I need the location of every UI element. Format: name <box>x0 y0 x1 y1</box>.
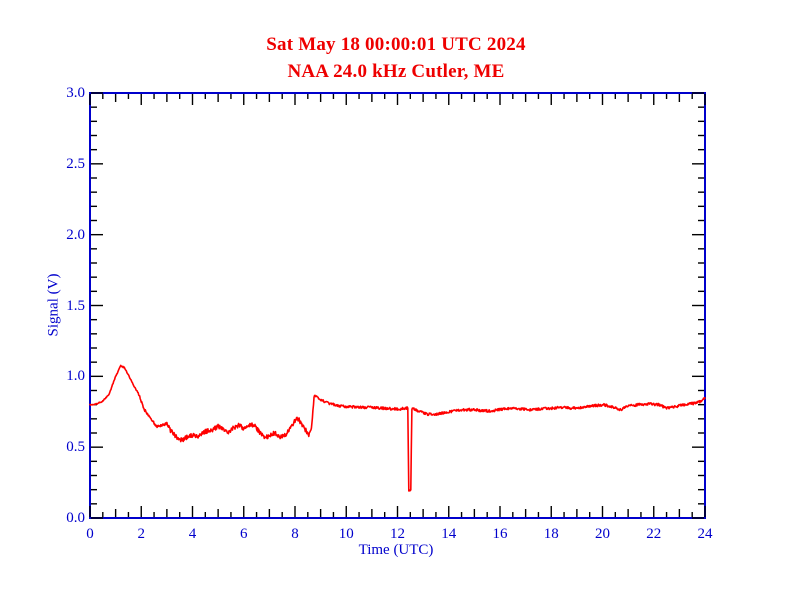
plot-frame <box>89 92 706 519</box>
x-tick-label: 22 <box>646 526 662 542</box>
signal-trace <box>89 364 706 492</box>
chart-subtitle: NAA 24.0 kHz Cutler, ME <box>287 61 505 82</box>
y-tick-label: 1.0 <box>66 368 85 385</box>
x-tick-label: 6 <box>240 526 248 542</box>
x-tick-label: 4 <box>188 526 197 542</box>
x-tick-label: 10 <box>338 526 354 542</box>
x-tick-label: 16 <box>492 526 508 542</box>
y-tick-label: 0.0 <box>66 510 85 526</box>
x-tick-label: 14 <box>441 526 457 542</box>
x-tick-label: 12 <box>390 526 405 542</box>
x-tick-label: 20 <box>595 526 610 542</box>
x-tick-label: 18 <box>543 526 559 542</box>
y-tick-label: 0.5 <box>66 439 85 456</box>
chart-title: Sat May 18 00:00:01 UTC 2024 <box>266 34 526 55</box>
y-tick-label: 2.5 <box>66 155 85 172</box>
x-tick-label: 2 <box>137 526 146 542</box>
y-tick-label: 1.5 <box>66 297 85 314</box>
x-tick-label: 0 <box>86 526 94 542</box>
x-tick-label: 8 <box>291 526 299 542</box>
x-axis-label: Time (UTC) <box>358 542 434 558</box>
y-tick-label: 3.0 <box>66 85 85 101</box>
x-tick-label: 24 <box>697 526 713 542</box>
y-tick-label: 2.0 <box>66 226 85 243</box>
